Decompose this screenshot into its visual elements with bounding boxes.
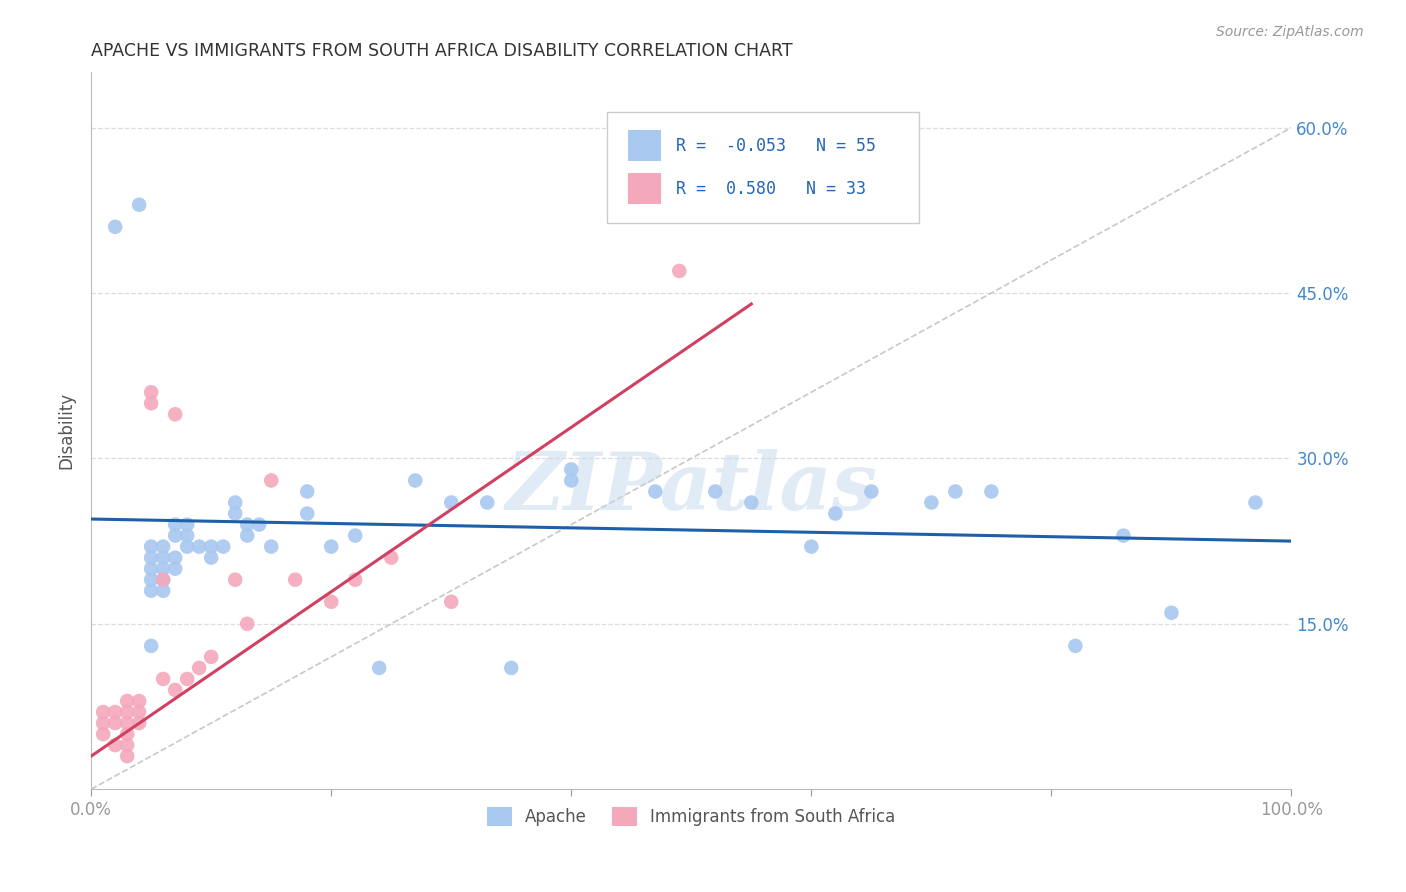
Point [368, 661, 391, 675]
Point [115, 738, 138, 752]
Point [152, 573, 174, 587]
Point [188, 540, 211, 554]
Bar [627, 174, 661, 203]
Point [800, 540, 823, 554]
Point [644, 484, 666, 499]
Point [260, 540, 283, 554]
Legend: Apache, Immigrants from South Africa: Apache, Immigrants from South Africa [478, 798, 904, 835]
Point [176, 672, 198, 686]
Point [141, 385, 163, 400]
Point [165, 517, 187, 532]
Point [236, 616, 259, 631]
Point [128, 694, 150, 708]
Point [1244, 495, 1267, 509]
Point [740, 495, 762, 509]
Point [141, 573, 163, 587]
Point [440, 495, 463, 509]
Point [477, 495, 499, 509]
Point [165, 528, 187, 542]
Point [1112, 528, 1135, 542]
Point [176, 540, 198, 554]
Point [440, 595, 463, 609]
Point [704, 484, 727, 499]
Point [560, 462, 582, 476]
Point [141, 639, 163, 653]
Point [165, 407, 187, 421]
Point [1064, 639, 1087, 653]
Point [104, 219, 127, 234]
Point [176, 528, 198, 542]
Point [236, 528, 259, 542]
Point [128, 198, 150, 212]
Point [176, 517, 198, 532]
Point [152, 672, 174, 686]
Point [128, 716, 150, 731]
Y-axis label: Disability: Disability [58, 392, 75, 469]
Point [943, 484, 966, 499]
Point [344, 528, 367, 542]
Point [212, 540, 235, 554]
Point [115, 749, 138, 764]
Point [115, 705, 138, 719]
Point [824, 507, 846, 521]
Point [115, 694, 138, 708]
Point [115, 727, 138, 741]
Point [152, 550, 174, 565]
Point [152, 540, 174, 554]
Point [91, 716, 114, 731]
Point [200, 550, 222, 565]
Point [260, 474, 283, 488]
Point [560, 474, 582, 488]
Text: R =  0.580   N = 33: R = 0.580 N = 33 [676, 179, 866, 197]
Text: R =  -0.053   N = 55: R = -0.053 N = 55 [676, 136, 876, 154]
Point [91, 727, 114, 741]
Point [104, 716, 127, 731]
Point [141, 583, 163, 598]
Point [141, 396, 163, 410]
Point [152, 573, 174, 587]
Point [284, 573, 307, 587]
Point [1160, 606, 1182, 620]
Point [980, 484, 1002, 499]
Point [860, 484, 883, 499]
Point [141, 540, 163, 554]
Point [152, 562, 174, 576]
Text: ZIPatlas: ZIPatlas [505, 450, 877, 527]
Point [247, 517, 270, 532]
Point [501, 661, 523, 675]
Point [404, 474, 426, 488]
Point [141, 550, 163, 565]
Point [200, 649, 222, 664]
Point [104, 738, 127, 752]
Point [295, 484, 318, 499]
Point [295, 507, 318, 521]
Point [104, 705, 127, 719]
Point [380, 550, 402, 565]
Point [668, 264, 690, 278]
Point [200, 540, 222, 554]
Point [224, 573, 246, 587]
Point [321, 595, 343, 609]
Point [128, 705, 150, 719]
Text: Source: ZipAtlas.com: Source: ZipAtlas.com [1216, 25, 1364, 39]
Point [236, 517, 259, 532]
Point [920, 495, 942, 509]
Point [141, 562, 163, 576]
Bar [627, 130, 661, 161]
Point [165, 562, 187, 576]
Point [165, 683, 187, 698]
Point [224, 495, 246, 509]
Point [115, 716, 138, 731]
Point [91, 705, 114, 719]
Point [188, 661, 211, 675]
Point [344, 573, 367, 587]
Point [165, 550, 187, 565]
Text: APACHE VS IMMIGRANTS FROM SOUTH AFRICA DISABILITY CORRELATION CHART: APACHE VS IMMIGRANTS FROM SOUTH AFRICA D… [91, 42, 793, 60]
Point [152, 583, 174, 598]
Point [681, 198, 703, 212]
Point [321, 540, 343, 554]
Point [224, 507, 246, 521]
FancyBboxPatch shape [607, 112, 920, 223]
